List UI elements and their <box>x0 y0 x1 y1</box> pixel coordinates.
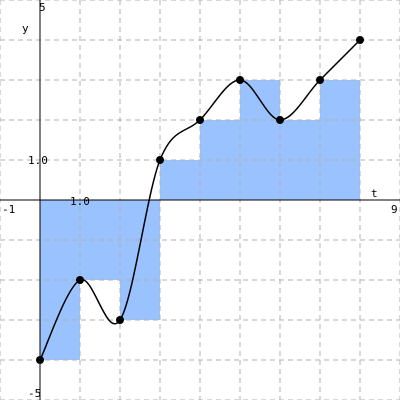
step-bars <box>40 80 360 360</box>
data-point-3 <box>156 156 164 164</box>
step-bar-2 <box>120 200 160 320</box>
y-axis-label: y <box>22 22 29 35</box>
y-max-tick-label: 5 <box>39 1 46 14</box>
step-bar-7 <box>320 80 360 200</box>
data-point-6 <box>276 116 284 124</box>
x-axis-label: t <box>371 187 378 200</box>
data-point-5 <box>236 76 244 84</box>
data-point-8 <box>356 36 364 44</box>
y-unit-tick-label: 1.0 <box>28 154 48 167</box>
y-min-tick-label: -5 <box>28 387 41 400</box>
x-min-tick-label: -1 <box>2 203 15 216</box>
data-points <box>36 36 364 364</box>
curve-layer <box>39 39 361 361</box>
step-bar-3 <box>160 160 200 200</box>
step-bar-5 <box>240 80 280 200</box>
x-unit-tick-label: 1.0 <box>70 195 90 208</box>
data-point-0 <box>36 356 44 364</box>
data-point-4 <box>196 116 204 124</box>
x-max-tick-label: 9 <box>391 203 398 216</box>
data-point-2 <box>116 316 124 324</box>
data-point-1 <box>76 276 84 284</box>
curve-line <box>39 39 361 361</box>
data-point-7 <box>316 76 324 84</box>
